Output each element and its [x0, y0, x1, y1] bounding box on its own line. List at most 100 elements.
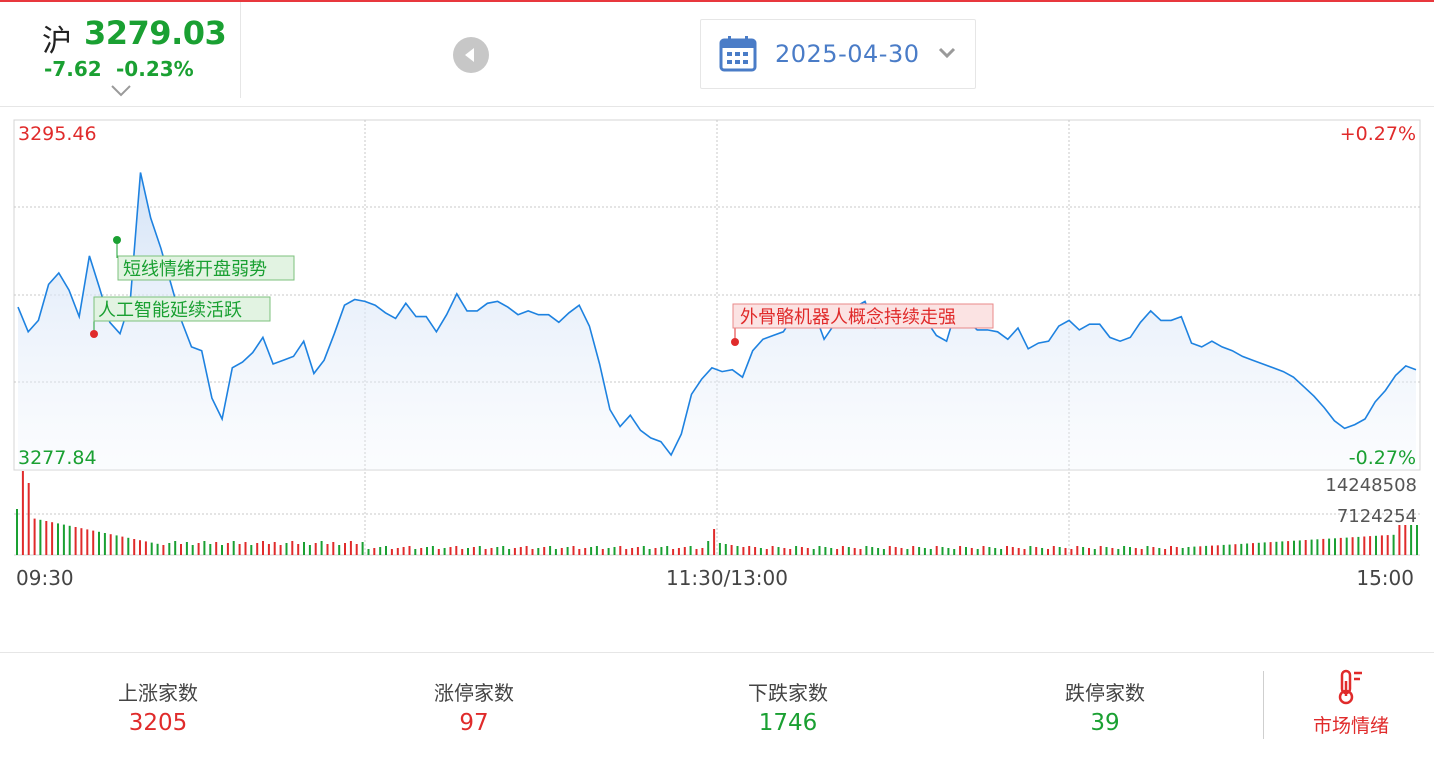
- volume-bar: [1404, 525, 1407, 555]
- volume-bar: [1275, 541, 1278, 556]
- volume-bar: [490, 548, 493, 555]
- volume-bar: [197, 543, 200, 555]
- y-min-label: 3277.84: [18, 447, 97, 469]
- volume-bar: [689, 546, 692, 555]
- index-quote-box[interactable]: 沪 3279.03 -7.62 -0.23%: [0, 2, 241, 98]
- volume-bar: [1023, 549, 1026, 555]
- stat-limit-up[interactable]: 涨停家数 97: [324, 653, 624, 757]
- stat-limit-down[interactable]: 跌停家数 39: [955, 653, 1255, 757]
- volume-bar: [478, 546, 481, 555]
- volume-bar: [853, 548, 856, 555]
- volume-bar: [121, 536, 124, 555]
- event-dot: [113, 236, 121, 244]
- index-name: 沪: [42, 24, 72, 59]
- volume-bar: [57, 523, 59, 555]
- volume-bar: [285, 543, 288, 555]
- volume-bar: [830, 548, 833, 555]
- caret-left-icon: [465, 48, 474, 62]
- volume-bar: [525, 546, 528, 555]
- index-price: 3279.03: [84, 14, 227, 52]
- volume-bar: [1334, 538, 1336, 556]
- volume-bar: [677, 548, 680, 555]
- volume-bar: [660, 547, 663, 555]
- market-sentiment-button[interactable]: 市场情绪: [1268, 653, 1434, 757]
- volume-bar: [666, 546, 669, 555]
- volume-bar: [578, 549, 581, 555]
- volume-bar: [308, 545, 311, 555]
- volume-bar: [33, 518, 36, 555]
- volume-bar: [484, 549, 487, 555]
- volume-bar: [906, 549, 909, 555]
- stat-advancers[interactable]: 上涨家数 3205: [8, 653, 308, 757]
- previous-day-button[interactable]: [453, 37, 489, 73]
- volume-bar: [16, 509, 18, 555]
- stat-value: 39: [1090, 710, 1120, 736]
- volume-bar: [783, 548, 786, 555]
- volume-bar: [800, 547, 803, 555]
- volume-bar: [203, 541, 206, 555]
- volume-bar: [1216, 545, 1219, 556]
- volume-bar: [431, 546, 434, 555]
- volume-bar: [1316, 539, 1319, 555]
- volume-bar: [836, 549, 839, 555]
- volume-bar: [1252, 543, 1254, 555]
- event-marker-weak-open[interactable]: 短线情绪开盘弱势: [113, 236, 295, 281]
- volume-mid-label: 7124254: [1337, 506, 1417, 527]
- volume-bar: [367, 549, 370, 555]
- volume-bar: [513, 548, 516, 555]
- volume-bar: [543, 547, 546, 555]
- volume-bar: [537, 548, 540, 555]
- volume-bar: [1351, 537, 1354, 555]
- top-accent-line: [0, 0, 1434, 2]
- volume-bar: [437, 549, 440, 555]
- volume-bar: [877, 548, 880, 555]
- volume-bar: [871, 547, 874, 555]
- volume-bar: [1380, 535, 1383, 555]
- stat-decliners[interactable]: 下跌家数 1746: [638, 653, 938, 757]
- volume-bar: [730, 545, 733, 555]
- volume-bar: [209, 544, 212, 555]
- volume-bar: [1211, 545, 1213, 555]
- volume-bar: [51, 522, 54, 555]
- volume-bar: [1328, 538, 1331, 555]
- volume-bar: [824, 547, 827, 555]
- volume-bar: [502, 546, 505, 555]
- event-marker-exoskeleton[interactable]: 外骨骼机器人概念持续走强: [731, 303, 994, 346]
- volume-bar: [754, 547, 757, 555]
- volume-bar: [1240, 543, 1243, 556]
- volume-bar: [941, 547, 944, 555]
- volume-bar: [420, 548, 423, 555]
- volume-bar: [736, 546, 739, 555]
- volume-bar: [1322, 538, 1325, 555]
- volume-bar: [1345, 537, 1348, 555]
- thermometer-icon: [1338, 669, 1362, 705]
- volume-bar: [683, 547, 686, 555]
- volume-bar: [21, 471, 24, 555]
- volume-bar: [1158, 548, 1161, 555]
- volume-bar: [45, 521, 48, 555]
- volume-bar: [332, 542, 335, 555]
- volume-bar: [80, 528, 83, 555]
- x-label-close: 15:00: [1356, 566, 1414, 590]
- date-picker[interactable]: 2025-04-30: [700, 19, 976, 89]
- volume-bar: [1006, 546, 1008, 555]
- intraday-chart[interactable]: 3295.46 3277.84 +0.27% -0.27% 14248508 7…: [0, 106, 1434, 652]
- volume-bar: [443, 548, 446, 555]
- volume-bar: [1011, 547, 1014, 555]
- volume-bar: [994, 548, 997, 555]
- event-marker-ai-active[interactable]: 人工智能延续活跃: [90, 296, 271, 338]
- volume-bar: [1339, 537, 1342, 555]
- volume-bar: [349, 541, 352, 555]
- volume-bar: [619, 546, 622, 555]
- volume-bar: [256, 543, 259, 555]
- chevron-down-icon[interactable]: [110, 84, 132, 98]
- volume-bar: [267, 544, 270, 555]
- divider: [1263, 671, 1264, 739]
- volume-bar: [150, 542, 153, 555]
- volume-bar: [162, 545, 165, 555]
- volume-bar: [396, 548, 399, 555]
- volume-bar: [1281, 541, 1284, 555]
- volume-bar: [1363, 536, 1366, 555]
- sentiment-label: 市场情绪: [1312, 715, 1389, 737]
- volume-bar: [250, 545, 253, 555]
